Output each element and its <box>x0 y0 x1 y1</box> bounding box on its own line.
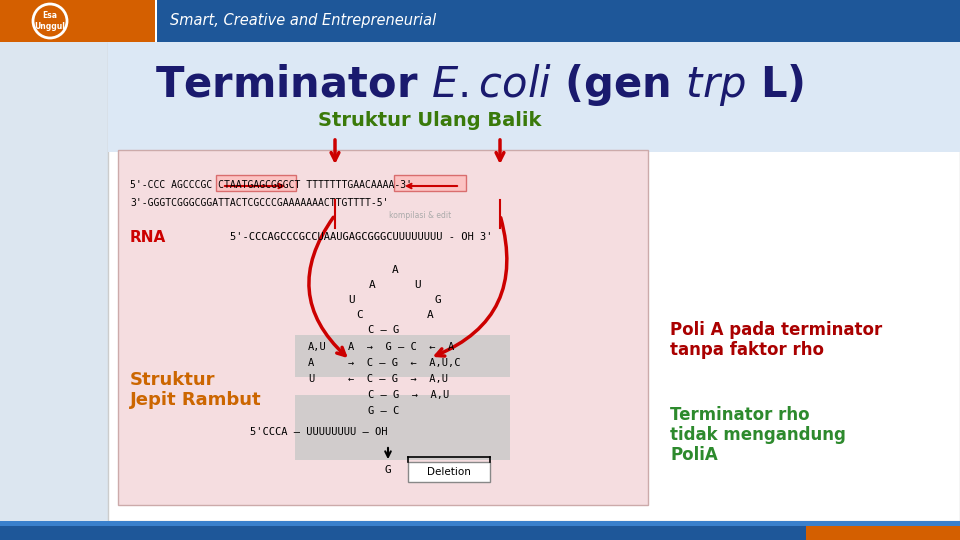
Bar <box>216 175 296 191</box>
Text: 5'CCCA – UUUUUUUU – OH: 5'CCCA – UUUUUUUU – OH <box>250 427 388 437</box>
Text: C – G: C – G <box>368 325 399 335</box>
Bar <box>295 335 510 377</box>
Bar <box>0 0 155 42</box>
Bar <box>806 526 960 540</box>
Text: 5'-CCCAGCCCGCCUAAUGAGCGGGCUUUUUUUU - OH 3': 5'-CCCAGCCCGCCUAAUGAGCGGGCUUUUUUUU - OH … <box>230 232 492 242</box>
Text: Struktur: Struktur <box>130 371 215 389</box>
Text: Esa
Unggul: Esa Unggul <box>35 11 65 31</box>
Text: Smart, Creative and Entrepreneurial: Smart, Creative and Entrepreneurial <box>170 14 436 29</box>
Text: C – G  →  A,U: C – G → A,U <box>368 390 449 400</box>
Text: G: G <box>385 465 392 475</box>
Bar <box>408 462 490 482</box>
Text: tidak mengandung: tidak mengandung <box>670 426 846 444</box>
Text: RNA: RNA <box>130 230 166 245</box>
Text: U: U <box>415 280 421 290</box>
Text: ←  C – G  →  A,U: ← C – G → A,U <box>348 374 448 384</box>
Text: Poli A pada terminator: Poli A pada terminator <box>670 321 882 339</box>
Text: Terminator rho: Terminator rho <box>670 406 809 424</box>
Bar <box>108 42 960 152</box>
Bar <box>155 0 157 42</box>
Text: U: U <box>308 374 314 384</box>
Bar <box>394 175 466 191</box>
Text: 3'-GGGTCGGGCGGATTACTCGCCCGAAAAAAACTTGTTTT-5': 3'-GGGTCGGGCGGATTACTCGCCCGAAAAAAACTTGTTT… <box>130 198 389 208</box>
Text: U: U <box>348 295 355 305</box>
Text: kompilasi & edit: kompilasi & edit <box>389 211 451 219</box>
Text: Struktur Ulang Balik: Struktur Ulang Balik <box>319 111 541 130</box>
Text: →  C – G  ←  A,U,C: → C – G ← A,U,C <box>348 358 461 368</box>
Text: A,U: A,U <box>308 342 326 352</box>
Text: 5'-CCC AGCCCGC CTAATGAGCGGGCT TTTTTTTGAACAAAA-3': 5'-CCC AGCCCGC CTAATGAGCGGGCT TTTTTTTGAA… <box>130 180 412 190</box>
Text: A  →  G – C  ←  A: A → G – C ← A <box>348 342 454 352</box>
Text: A: A <box>426 310 433 320</box>
Text: G – C: G – C <box>368 406 399 416</box>
Bar <box>295 395 510 460</box>
Text: Deletion: Deletion <box>427 467 471 477</box>
Text: A: A <box>392 265 398 275</box>
Bar <box>118 150 648 505</box>
Bar <box>0 526 960 540</box>
Bar <box>108 42 960 521</box>
Bar <box>0 0 960 42</box>
Text: C: C <box>356 310 364 320</box>
Text: Terminator $\it{E.coli}$ (gen $\it{trp}$ L): Terminator $\it{E.coli}$ (gen $\it{trp}$… <box>156 62 804 108</box>
Text: A: A <box>308 358 314 368</box>
Text: G: G <box>435 295 442 305</box>
Text: Jepit Rambut: Jepit Rambut <box>130 391 262 409</box>
Text: A: A <box>369 280 375 290</box>
Text: PoliA: PoliA <box>670 446 718 464</box>
Bar <box>0 521 960 526</box>
Text: tanpa faktor rho: tanpa faktor rho <box>670 341 824 359</box>
